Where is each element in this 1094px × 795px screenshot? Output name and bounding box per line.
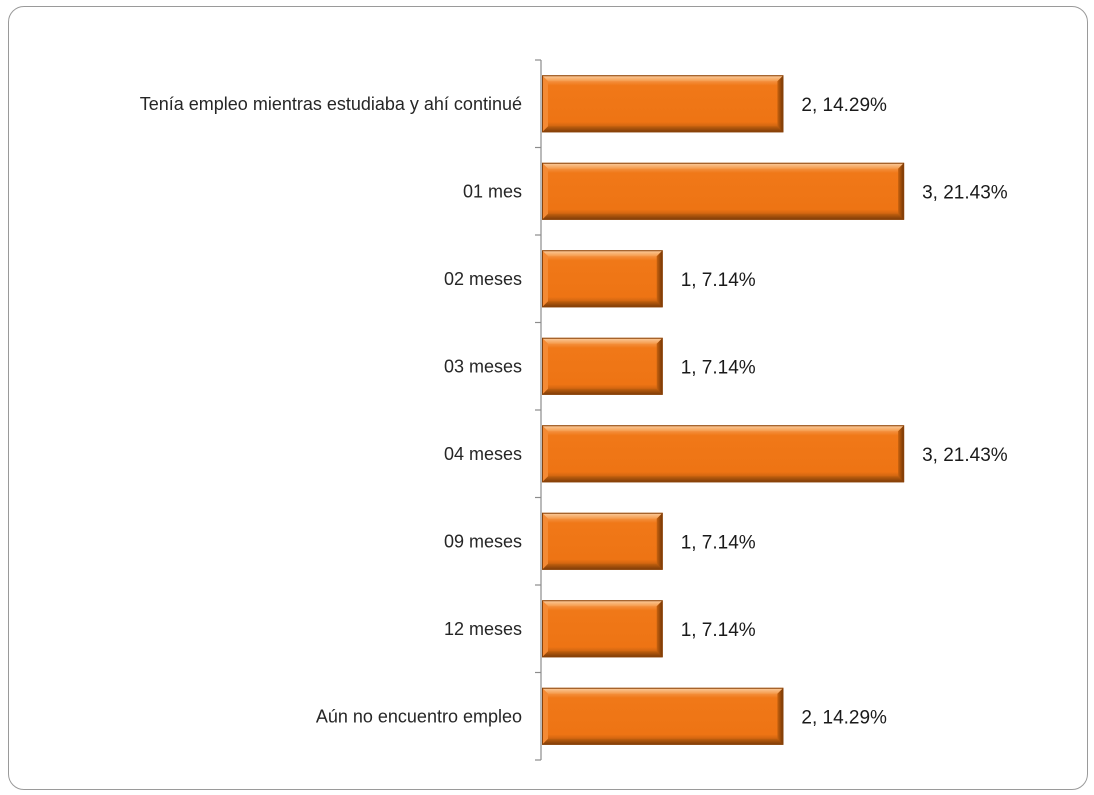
chart-frame <box>8 6 1088 790</box>
bar <box>542 162 905 220</box>
bars-group <box>542 75 905 745</box>
data-label: 2, 14.29% <box>801 95 887 116</box>
data-label: 2, 14.29% <box>801 707 887 728</box>
bar <box>542 512 663 570</box>
bar <box>542 600 663 658</box>
data-label: 3, 21.43% <box>922 182 1008 203</box>
bar <box>542 75 784 133</box>
bar <box>542 337 663 395</box>
bar <box>542 425 905 483</box>
labels-group: Tenía empleo mientras estudiaba y ahí co… <box>140 94 1008 729</box>
category-label: 09 meses <box>444 531 522 551</box>
data-label: 3, 21.43% <box>922 445 1008 466</box>
chart-title-cropped <box>0 0 1094 6</box>
category-label: 04 meses <box>444 444 522 464</box>
category-label: 12 meses <box>444 619 522 639</box>
category-label: Aún no encuentro empleo <box>316 706 522 726</box>
data-label: 1, 7.14% <box>681 357 756 378</box>
data-label: 1, 7.14% <box>681 532 756 553</box>
data-label: 1, 7.14% <box>681 620 756 641</box>
category-label: 02 meses <box>444 269 522 289</box>
axis-group <box>535 59 542 761</box>
category-label: 01 mes <box>463 181 522 201</box>
data-label: 1, 7.14% <box>681 270 756 291</box>
bar <box>542 687 784 745</box>
category-label: 03 meses <box>444 356 522 376</box>
bar <box>542 250 663 308</box>
category-label: Tenía empleo mientras estudiaba y ahí co… <box>140 94 522 114</box>
